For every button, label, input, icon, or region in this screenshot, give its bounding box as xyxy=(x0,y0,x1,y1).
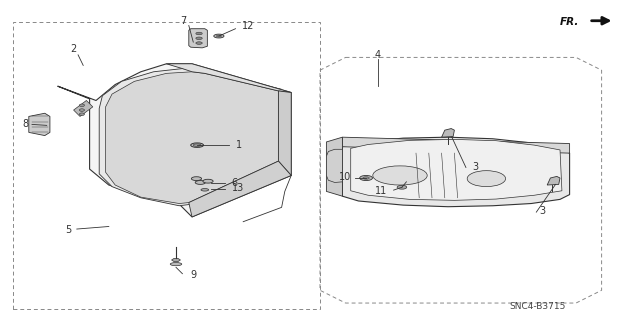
Polygon shape xyxy=(442,129,454,137)
Ellipse shape xyxy=(372,166,428,185)
Ellipse shape xyxy=(196,42,202,44)
Text: 5: 5 xyxy=(65,225,72,235)
Text: 3: 3 xyxy=(472,161,479,172)
Ellipse shape xyxy=(467,171,506,187)
Ellipse shape xyxy=(216,35,221,37)
Text: 2: 2 xyxy=(70,44,77,55)
Polygon shape xyxy=(189,29,207,48)
Polygon shape xyxy=(172,258,180,262)
Bar xyxy=(13,22,320,309)
Ellipse shape xyxy=(191,143,204,147)
Polygon shape xyxy=(29,113,50,136)
Polygon shape xyxy=(74,100,93,116)
Polygon shape xyxy=(106,72,278,204)
Ellipse shape xyxy=(191,177,202,181)
Ellipse shape xyxy=(195,181,205,184)
Polygon shape xyxy=(351,139,562,200)
Polygon shape xyxy=(547,176,560,185)
Text: 12: 12 xyxy=(242,21,254,32)
Ellipse shape xyxy=(170,263,182,266)
Text: 10: 10 xyxy=(339,172,351,182)
Ellipse shape xyxy=(193,144,201,146)
Ellipse shape xyxy=(397,185,407,189)
Text: 3: 3 xyxy=(540,206,546,217)
Ellipse shape xyxy=(214,34,224,38)
Ellipse shape xyxy=(196,37,202,40)
Ellipse shape xyxy=(360,175,372,181)
Text: 11: 11 xyxy=(375,186,387,196)
Text: FR.: FR. xyxy=(560,17,579,27)
Text: 8: 8 xyxy=(22,119,29,129)
Ellipse shape xyxy=(363,177,369,179)
Text: 9: 9 xyxy=(191,270,197,280)
Polygon shape xyxy=(326,149,342,182)
Ellipse shape xyxy=(196,32,202,35)
Text: 1: 1 xyxy=(236,140,242,150)
Text: 7: 7 xyxy=(180,16,186,26)
Polygon shape xyxy=(166,64,291,93)
Polygon shape xyxy=(342,137,570,207)
Ellipse shape xyxy=(201,189,209,191)
Text: 13: 13 xyxy=(232,183,244,193)
Ellipse shape xyxy=(79,109,84,111)
Ellipse shape xyxy=(79,104,84,107)
Text: SNC4-B3715: SNC4-B3715 xyxy=(509,302,566,311)
Ellipse shape xyxy=(79,113,84,115)
Polygon shape xyxy=(99,69,282,206)
Polygon shape xyxy=(342,137,570,153)
Text: 4: 4 xyxy=(374,50,381,60)
Polygon shape xyxy=(58,64,291,217)
Ellipse shape xyxy=(203,179,213,183)
Text: 6: 6 xyxy=(232,178,238,188)
Polygon shape xyxy=(278,91,291,175)
Polygon shape xyxy=(326,137,342,196)
Polygon shape xyxy=(189,161,291,217)
